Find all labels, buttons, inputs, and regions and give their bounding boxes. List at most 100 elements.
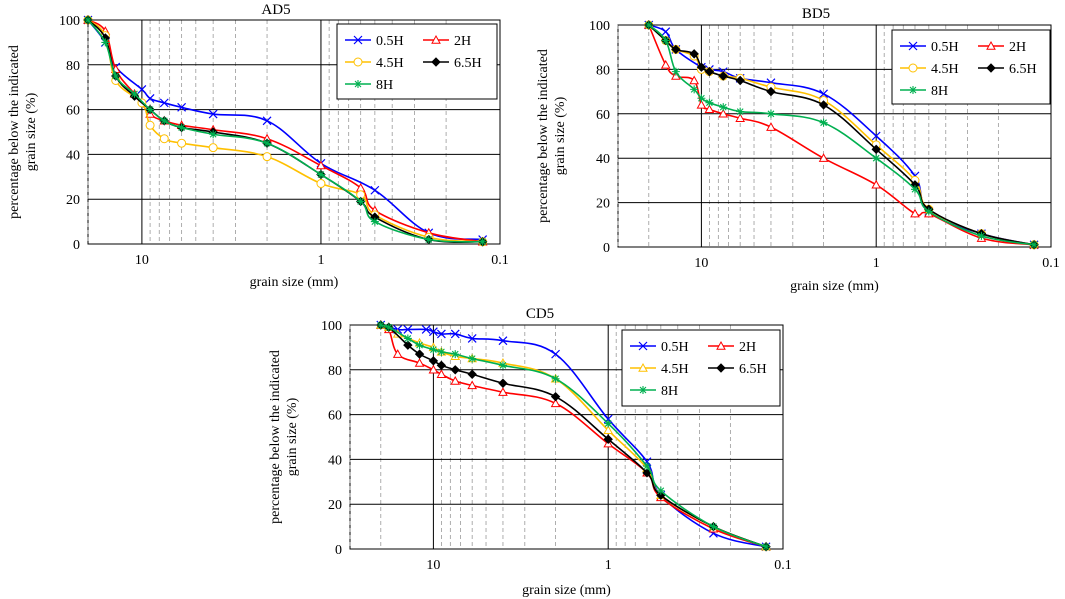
- data-point: [177, 123, 186, 132]
- y-tick-label: 60: [596, 108, 610, 123]
- legend-entry-0.5H: 0.5H: [900, 40, 959, 55]
- y-axis-label: grain size (%): [553, 96, 568, 175]
- data-point: [262, 152, 272, 162]
- legend-marker: [431, 57, 441, 67]
- data-point: [498, 361, 507, 370]
- data-point: [316, 170, 325, 179]
- data-point: [428, 364, 439, 374]
- legend-label: 8H: [376, 78, 393, 93]
- data-point: [384, 323, 393, 332]
- legend-marker: [908, 63, 918, 73]
- x-tick-label: 1: [873, 256, 880, 271]
- x-tick-label: 0.1: [1042, 256, 1060, 271]
- data-point: [159, 134, 169, 144]
- x-tick-label: 10: [694, 256, 708, 271]
- data-point: [403, 340, 413, 350]
- data-point: [414, 358, 425, 367]
- y-tick-label: 80: [328, 364, 342, 379]
- legend-label: 6.5H: [1009, 62, 1037, 77]
- legend-marker: [354, 80, 362, 88]
- legend-entry-4.5H: 4.5H: [630, 362, 689, 377]
- y-tick-label: 20: [596, 197, 610, 212]
- x-axis-label: grain size (mm): [790, 279, 879, 294]
- data-point: [762, 542, 771, 551]
- data-point: [498, 378, 508, 388]
- data-point: [689, 49, 699, 59]
- y-tick-label: 40: [328, 453, 342, 468]
- data-point: [450, 365, 460, 375]
- data-point: [436, 360, 447, 371]
- legend-label: 8H: [661, 384, 678, 399]
- data-point: [604, 419, 613, 428]
- data-point: [704, 66, 715, 77]
- data-point: [428, 327, 438, 337]
- data-point: [551, 349, 561, 359]
- chart-bd5: 0 20 40 60 80 100 10 1 0.1 BD5 grain size (mm) perc…: [536, 6, 1060, 294]
- data-point: [766, 122, 776, 131]
- data-point: [690, 85, 699, 94]
- data-point: [696, 99, 707, 109]
- legend-entry-6.5H: 6.5H: [708, 362, 767, 377]
- legend: 0.5H 2H 4.5H 6.5H 8H: [891, 29, 1051, 105]
- data-point: [263, 139, 272, 148]
- legend-label: 2H: [1009, 40, 1026, 55]
- data-point: [819, 118, 828, 127]
- data-point: [550, 398, 561, 408]
- data-point: [450, 329, 460, 339]
- legend-box: [891, 29, 1051, 105]
- chart-ad5: 0 20 40 60 80 100 10 1 0.1 AD5 grain size (mm) perc…: [7, 2, 509, 290]
- data-point: [718, 108, 729, 118]
- data-point: [910, 185, 919, 194]
- y-tick-label: 0: [73, 238, 80, 253]
- data-point: [428, 356, 439, 366]
- legend-label: 2H: [454, 34, 471, 49]
- data-point: [145, 93, 155, 103]
- data-point: [818, 100, 829, 110]
- data-point: [704, 104, 715, 114]
- legend-label: 0.5H: [661, 340, 689, 355]
- data-point: [735, 113, 746, 122]
- data-point: [718, 71, 728, 81]
- legend-label: 0.5H: [931, 40, 959, 55]
- data-point: [208, 143, 218, 153]
- data-point: [84, 16, 92, 24]
- legend: 0.5H 2H 4.5H 6.5H 8H: [336, 23, 498, 100]
- data-point: [924, 207, 933, 216]
- legend-entry-2H: 2H: [708, 340, 756, 355]
- data-point: [551, 374, 560, 383]
- data-point: [871, 179, 882, 189]
- legend-marker: [986, 63, 996, 73]
- data-point: [467, 380, 478, 390]
- y-tick-label: 60: [328, 409, 342, 424]
- data-point: [130, 89, 139, 98]
- legend-entry-6.5H: 6.5H: [423, 56, 482, 71]
- x-tick-label: 0.1: [491, 253, 509, 268]
- legend-entry-8H: 8H: [900, 84, 948, 99]
- data-point: [159, 98, 169, 108]
- data-point: [766, 109, 775, 118]
- data-point: [697, 94, 706, 103]
- legend-marker: [353, 35, 363, 45]
- legend-label: 6.5H: [454, 56, 482, 71]
- data-point: [451, 350, 460, 359]
- data-point: [421, 325, 431, 334]
- data-point: [660, 59, 671, 69]
- legend-label: 2H: [739, 340, 756, 355]
- data-point: [871, 131, 881, 141]
- x-tick-label: 0.1: [774, 558, 792, 573]
- data-point: [137, 85, 147, 94]
- legend-label: 4.5H: [931, 62, 959, 77]
- chart-title: BD5: [802, 6, 830, 22]
- legend-marker: [716, 363, 726, 373]
- y-axis-label: percentage below the indicated: [268, 350, 283, 524]
- data-point: [642, 462, 651, 471]
- legend-entry-8H: 8H: [345, 78, 393, 93]
- series-8H: [84, 16, 487, 246]
- y-tick-label: 0: [335, 543, 342, 558]
- x-tick-label: 10: [135, 253, 149, 268]
- data-point: [450, 375, 461, 385]
- data-point: [208, 109, 218, 119]
- data-point: [872, 154, 881, 163]
- y-tick-label: 100: [59, 14, 80, 29]
